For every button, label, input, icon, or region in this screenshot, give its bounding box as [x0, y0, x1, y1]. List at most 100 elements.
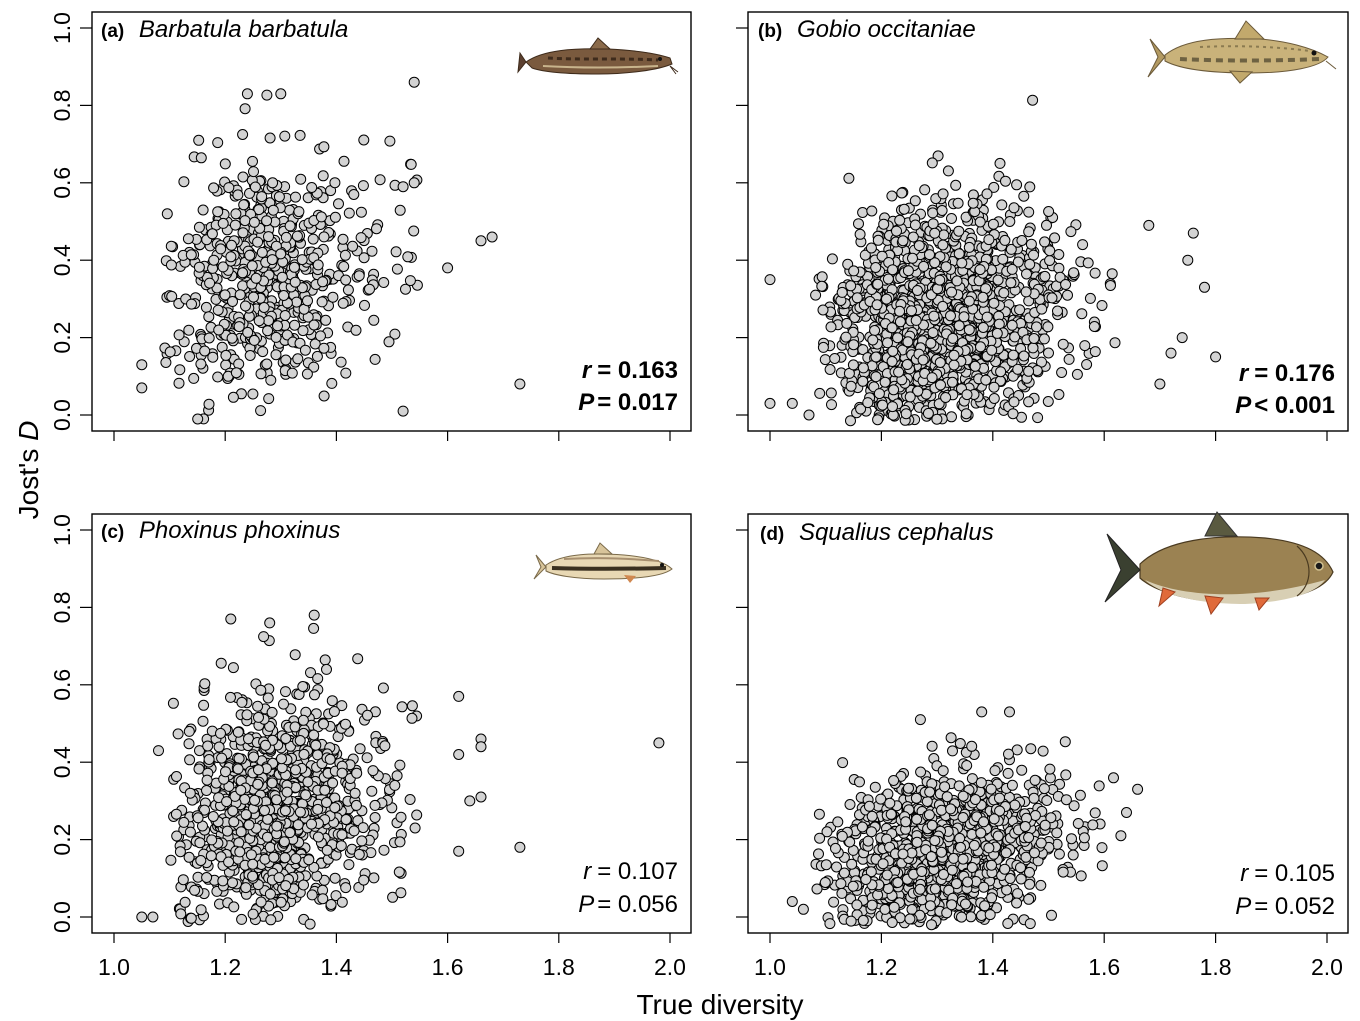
data-point	[1006, 263, 1018, 275]
data-point	[920, 844, 932, 856]
data-point	[247, 908, 259, 920]
data-point	[178, 816, 190, 828]
panel-a-title: (a) Barbatula barbatula	[101, 16, 348, 43]
data-point	[204, 277, 216, 289]
panel-c-title: (c) Phoxinus phoxinus	[101, 517, 340, 544]
data-point	[172, 728, 184, 740]
data-point	[348, 189, 360, 200]
data-point	[947, 332, 959, 344]
data-point	[1037, 745, 1049, 757]
data-point	[963, 241, 975, 253]
data-point	[174, 364, 186, 376]
data-point	[1002, 767, 1014, 779]
data-point	[183, 851, 195, 863]
data-point	[904, 391, 916, 403]
data-point	[357, 180, 369, 192]
data-point	[983, 842, 995, 854]
data-point	[1093, 780, 1105, 792]
data-point	[1023, 226, 1035, 238]
data-point	[280, 354, 292, 366]
data-point	[1096, 300, 1108, 311]
y-tick-label: 0.8	[49, 591, 75, 623]
x-tick-label: 2.0	[1311, 954, 1343, 980]
data-point	[342, 284, 354, 296]
data-point	[853, 218, 864, 230]
data-point	[203, 332, 215, 344]
data-point	[954, 738, 966, 749]
data-point	[929, 835, 941, 847]
data-point	[886, 190, 898, 202]
data-point	[268, 851, 280, 863]
data-point	[1008, 396, 1020, 408]
data-point	[358, 874, 370, 886]
data-point	[909, 195, 921, 207]
y-axis-label: Jost's D	[13, 421, 44, 520]
data-point	[918, 260, 930, 272]
data-point	[136, 911, 148, 923]
data-point	[1006, 319, 1018, 331]
data-point	[1054, 271, 1066, 283]
data-point	[825, 387, 837, 399]
data-point	[992, 830, 1004, 842]
data-point	[340, 718, 351, 730]
data-point	[185, 912, 197, 924]
data-point	[240, 809, 252, 821]
data-point	[1199, 281, 1210, 293]
data-point	[260, 739, 271, 751]
data-point	[1042, 321, 1054, 333]
data-point	[230, 367, 242, 379]
panel-c-species: Phoxinus phoxinus	[139, 517, 340, 544]
data-point	[1024, 866, 1035, 878]
data-point	[378, 844, 390, 856]
data-point	[904, 913, 916, 925]
data-point	[207, 811, 219, 822]
panel-d-points	[786, 706, 1144, 931]
data-point	[1053, 262, 1065, 274]
data-point	[946, 213, 957, 224]
data-point	[816, 280, 828, 292]
data-point	[819, 354, 831, 366]
data-point	[870, 262, 882, 273]
data-point	[273, 191, 285, 203]
data-point	[195, 152, 207, 164]
data-point	[966, 740, 978, 752]
data-point	[872, 234, 884, 246]
data-point	[1035, 837, 1047, 849]
data-point	[1001, 884, 1013, 896]
data-point	[936, 846, 947, 858]
data-point	[975, 777, 987, 789]
data-point	[1002, 918, 1014, 929]
data-point	[953, 248, 965, 260]
data-point	[926, 740, 938, 752]
data-point	[308, 861, 320, 873]
data-point	[253, 204, 265, 216]
panel-a: 0.0 0.2 0.4 0.6 0.8 1.0 (a) Barbatula barbatu…	[49, 11, 692, 441]
data-point	[951, 878, 962, 890]
data-point	[986, 892, 998, 904]
data-point	[926, 819, 938, 831]
data-point	[921, 796, 933, 807]
data-point	[811, 883, 823, 895]
data-point	[233, 753, 245, 764]
data-point	[411, 809, 423, 821]
data-point	[831, 861, 842, 873]
data-point	[884, 797, 896, 809]
data-point	[984, 909, 996, 921]
data-point	[1025, 238, 1037, 250]
data-point	[1062, 289, 1073, 301]
data-point	[929, 883, 941, 895]
data-point	[925, 851, 937, 863]
data-point	[1046, 292, 1058, 304]
data-point	[988, 297, 1000, 309]
data-point	[932, 150, 944, 162]
data-point	[395, 887, 407, 899]
data-point	[819, 877, 831, 888]
data-point	[239, 215, 251, 227]
data-point	[292, 819, 304, 831]
data-point	[963, 295, 975, 307]
data-point	[183, 324, 195, 336]
x-axis-label: True diversity	[636, 989, 803, 1020]
data-point	[1023, 832, 1035, 843]
data-point	[249, 181, 261, 193]
data-point	[857, 914, 869, 926]
